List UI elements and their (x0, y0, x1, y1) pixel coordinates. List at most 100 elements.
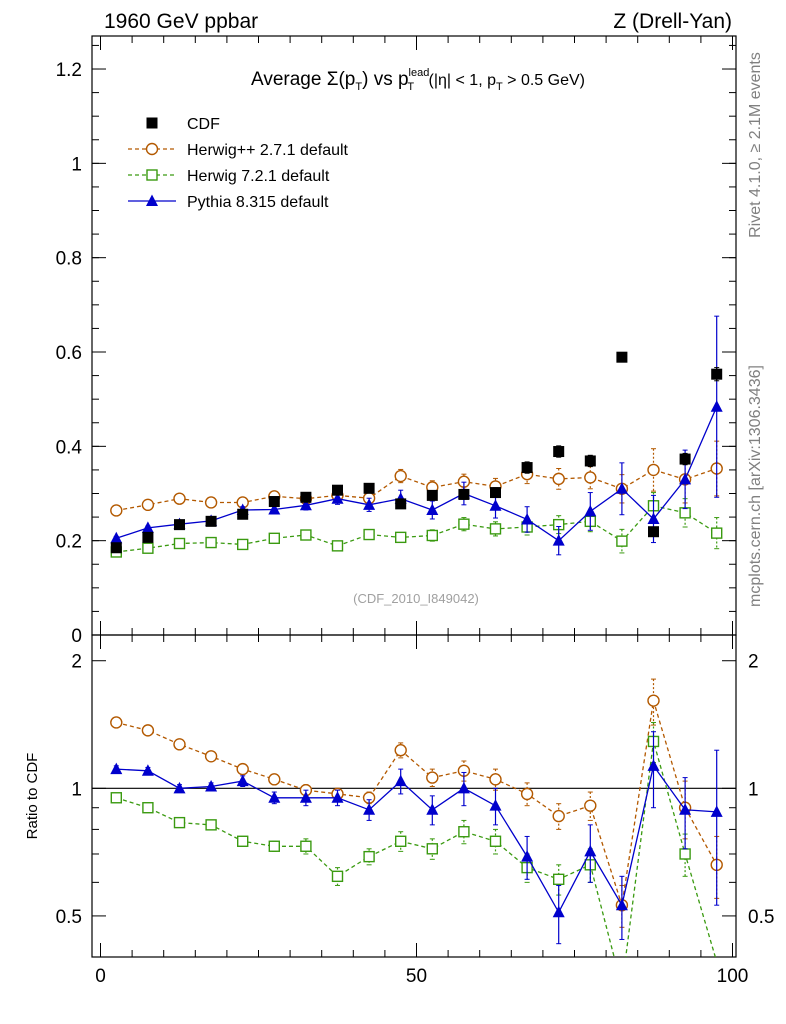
data-point (363, 850, 375, 863)
data-point (110, 716, 123, 729)
data-point (552, 472, 565, 486)
data-point (268, 496, 280, 508)
data-point (489, 523, 502, 535)
main-ytick-label: 0.8 (56, 249, 82, 270)
series-herwig-7-2-1-default (110, 492, 723, 558)
data-point (710, 400, 723, 412)
ratio-x-axis: 0 50 100 (95, 635, 748, 987)
main-ytick-label: 0 (71, 626, 82, 647)
data-point (710, 805, 723, 817)
legend-marker (146, 194, 158, 206)
data-point (205, 779, 218, 792)
series-herwig-2-7-1-default (110, 678, 723, 928)
legend-marker (146, 117, 158, 129)
series-cdf (110, 351, 723, 554)
data-point (679, 803, 692, 815)
ratio-ytick-label-right: 2 (748, 652, 759, 673)
data-point (458, 488, 470, 500)
ratio-y-axis: 0.5 0.5 1 1 2 2 (56, 652, 774, 958)
data-point (458, 826, 470, 838)
data-point (552, 809, 565, 823)
data-point (648, 526, 659, 538)
data-point (142, 531, 154, 543)
data-point (489, 499, 502, 511)
legend-entry-cdf: CDF (146, 116, 220, 133)
data-point (426, 803, 439, 815)
data-point (426, 529, 438, 542)
ratio-frame (91, 634, 737, 958)
data-point (521, 462, 533, 474)
mcplots-label: mcplots.cern.ch [arXiv:1306.3436] (747, 365, 764, 607)
title-sub-t: T (355, 81, 362, 93)
data-point (426, 843, 438, 855)
data-point (395, 531, 407, 544)
data-point (490, 487, 501, 499)
data-point (237, 508, 249, 520)
data-point (331, 492, 344, 504)
legend: CDF Herwig++ 2.7.1 default Herwig 7.2.1 de… (128, 116, 349, 211)
data-point (174, 519, 185, 531)
data-point (299, 791, 312, 803)
data-point (584, 799, 597, 812)
legend-label: Herwig++ 2.7.1 default (187, 142, 349, 159)
data-point (616, 351, 628, 363)
data-point (584, 471, 597, 484)
rivet-label: Rivet 4.1.0, ≥ 2.1M events (747, 52, 764, 238)
data-point (363, 482, 375, 494)
data-point (711, 368, 723, 380)
legend-marker (145, 142, 159, 156)
data-point (679, 472, 692, 485)
data-point (332, 484, 343, 496)
title-eta: (|η| < 1, p (424, 72, 496, 89)
data-point (647, 759, 660, 771)
data-point (299, 498, 312, 511)
title-mid: ) vs p (362, 69, 408, 90)
legend-entry-pythia-8-315-default: Pythia 8.315 default (128, 194, 329, 211)
data-point (363, 803, 376, 815)
data-point (553, 873, 565, 886)
data-point (457, 781, 470, 794)
legend-label: CDF (187, 116, 220, 133)
ratio-panel: 0.5 0.5 1 1 2 2 0 50 100 Ratio to CDF (24, 634, 774, 987)
main-data (110, 315, 723, 558)
data-point (205, 819, 217, 831)
data-point (110, 792, 123, 804)
data-point (173, 492, 186, 505)
ratio-ytick-label: 0.5 (56, 907, 82, 928)
ratio-ytick-label: 2 (71, 652, 82, 673)
title-sigma: Σ(p (327, 69, 356, 90)
main-x-ticks (100, 36, 733, 635)
data-point (141, 521, 154, 533)
data-point (268, 532, 280, 545)
data-point (521, 512, 534, 525)
data-point (204, 496, 218, 509)
data-point (268, 773, 281, 786)
analysis-watermark: (CDF_2010_I849042) (353, 591, 479, 606)
title-prefix: Average (251, 69, 327, 90)
data-point (394, 469, 407, 483)
data-point (426, 489, 438, 501)
data-point (142, 542, 154, 554)
plot-title: Average Σ(pT) vs plead T (|η| < 1, pT > 0… (251, 67, 585, 93)
series-herwig-7-2-1-default (110, 721, 716, 957)
series-line (116, 700, 718, 906)
data-point (615, 898, 628, 911)
data-point (711, 527, 723, 539)
process-title: Z (Drell-Yan) (613, 10, 732, 33)
data-point (489, 773, 502, 786)
data-point (647, 512, 660, 524)
energy-title: 1960 GeV ppbar (104, 10, 258, 33)
main-panel: 00.20.40.60.811.2 Average Σ(pT) vs plead… (56, 35, 737, 647)
data-point (331, 870, 344, 883)
data-point (141, 764, 154, 776)
data-point (300, 529, 312, 541)
data-point (426, 503, 439, 516)
title-tail: > 0.5 GeV) (503, 72, 585, 89)
data-point (300, 491, 312, 503)
data-point (173, 537, 186, 550)
ratio-ytick-label-right: 0.5 (748, 907, 774, 928)
title-sup-lead: lead (409, 67, 430, 79)
main-ytick-label: 0.2 (56, 532, 82, 553)
data-point (395, 498, 407, 510)
